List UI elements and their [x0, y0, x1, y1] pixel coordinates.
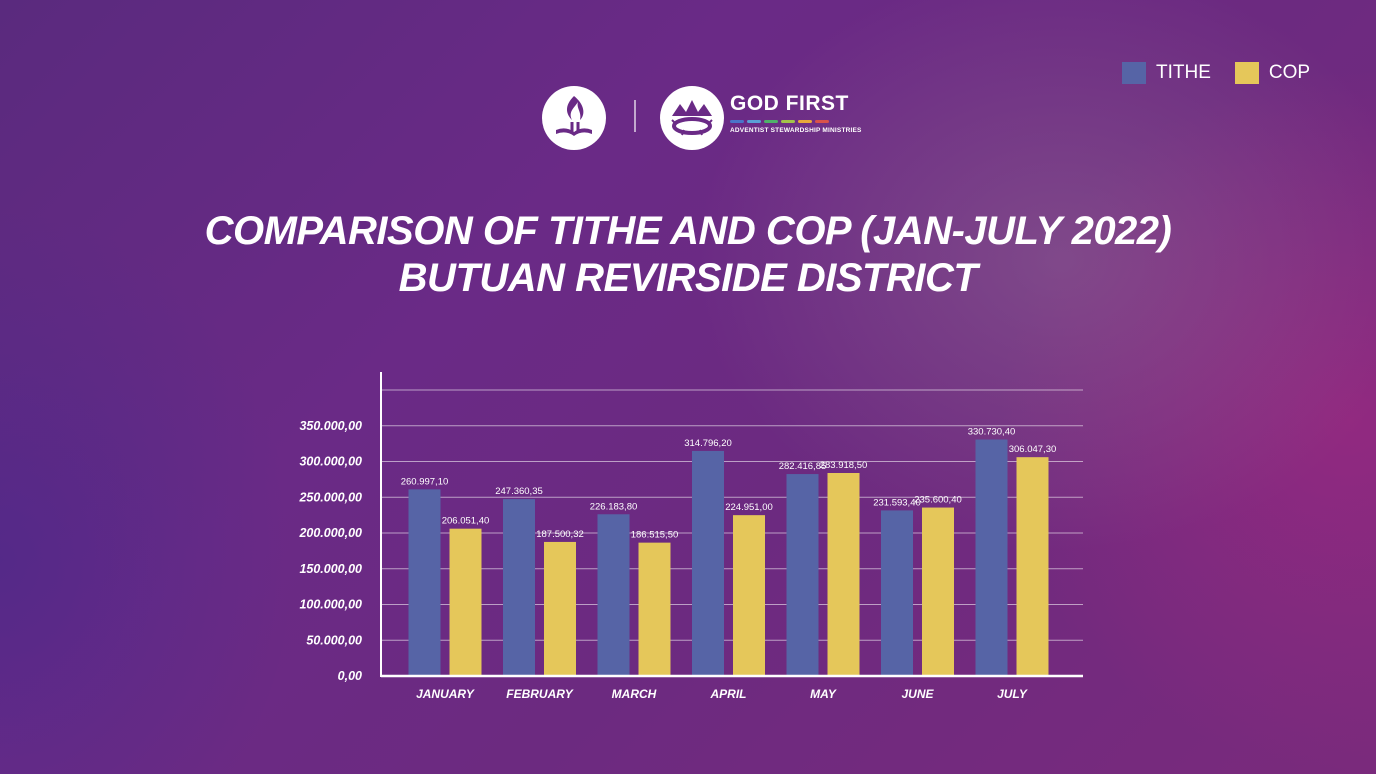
- god-first-title: GOD FIRST: [730, 92, 849, 115]
- legend-swatch-tithe: [1122, 62, 1146, 84]
- god-first-subtitle: ADVENTIST STEWARDSHIP MINISTRIES: [730, 127, 862, 134]
- bar-tithe: [881, 510, 913, 676]
- data-label-tithe: 231.593,40: [873, 497, 921, 508]
- chart-subtitle: BUTUAN REVIRSIDE DISTRICT: [398, 256, 978, 300]
- bar-cop: [1016, 457, 1049, 676]
- bar-cop: [827, 472, 860, 676]
- data-label-tithe: 330.730,40: [968, 427, 1016, 438]
- x-tick-label: JULY: [997, 687, 1028, 701]
- x-tick-label: MAY: [810, 687, 837, 701]
- y-tick-label: 250.000,00: [298, 490, 362, 504]
- bar-tithe: [692, 450, 724, 676]
- logo-divider: [634, 100, 636, 132]
- bar-cop: [733, 515, 765, 676]
- y-tick-label: 350.000,00: [299, 419, 362, 433]
- chart-title-block: COMPARISON OF TITHE AND COP (JAN-JULY 20…: [0, 208, 1376, 302]
- legend-item-cop: COP: [1234, 62, 1311, 84]
- bar-cop: [544, 541, 576, 676]
- legend-item-tithe: TITHE: [1122, 62, 1211, 84]
- bar-cop: [449, 528, 482, 676]
- y-tick-label: 200.000,00: [298, 526, 362, 540]
- y-tick-label: 100.000,00: [299, 598, 362, 612]
- legend-label-tithe: TITHE: [1156, 62, 1211, 83]
- bar-tithe: [975, 439, 1008, 676]
- x-tick-label: JUNE: [901, 687, 934, 701]
- x-tick-label: MARCH: [612, 687, 657, 701]
- data-label-cop: 235.600,40: [914, 495, 962, 506]
- y-tick-label: 300.000,00: [299, 455, 362, 469]
- chart-title: COMPARISON OF TITHE AND COP (JAN-JULY 20…: [204, 209, 1172, 253]
- god-first-color-bars: [730, 120, 829, 123]
- crown-of-thorns-icon: [671, 100, 713, 136]
- data-label-cop: 224.951,00: [725, 502, 773, 513]
- bar-cop: [638, 542, 671, 676]
- god-first-logo: [660, 86, 724, 150]
- adventist-flame-book-icon: [556, 96, 592, 136]
- data-label-tithe: 247.360,35: [495, 486, 543, 497]
- data-label-cop: 187.500,32: [536, 529, 584, 540]
- bar-tithe: [408, 489, 441, 676]
- data-label-tithe: 314.796,20: [684, 438, 732, 449]
- y-tick-label: 0,00: [338, 669, 362, 683]
- data-label-cop: 206.051,40: [442, 516, 490, 527]
- data-label-cop: 186.515,50: [631, 530, 679, 541]
- bar-tithe: [597, 514, 630, 676]
- data-label-tithe: 260.997,10: [401, 476, 449, 487]
- data-label-tithe: 226.183,80: [590, 501, 638, 512]
- adventist-logo: [542, 86, 606, 150]
- x-tick-label: FEBRUARY: [506, 687, 573, 701]
- data-label-cop: 283.918,50: [820, 460, 868, 471]
- y-tick-label: 50.000,00: [306, 633, 362, 647]
- legend-swatch-cop: [1234, 62, 1259, 84]
- legend-label-cop: COP: [1268, 62, 1311, 83]
- data-label-tithe: 282.416,85: [779, 461, 827, 472]
- y-tick-label: 150.000,00: [299, 562, 362, 576]
- data-label-cop: 306.047,30: [1009, 444, 1057, 455]
- bar-cop: [922, 507, 954, 676]
- x-tick-label: JANUARY: [416, 687, 475, 701]
- bar-tithe: [786, 474, 819, 676]
- x-tick-label: APRIL: [710, 687, 747, 701]
- logo-row: GOD FIRST ADVENTIST STEWARDSHIP MINISTRI…: [540, 84, 862, 152]
- bar-tithe: [503, 499, 535, 676]
- legend: TITHE COP: [1122, 62, 1324, 84]
